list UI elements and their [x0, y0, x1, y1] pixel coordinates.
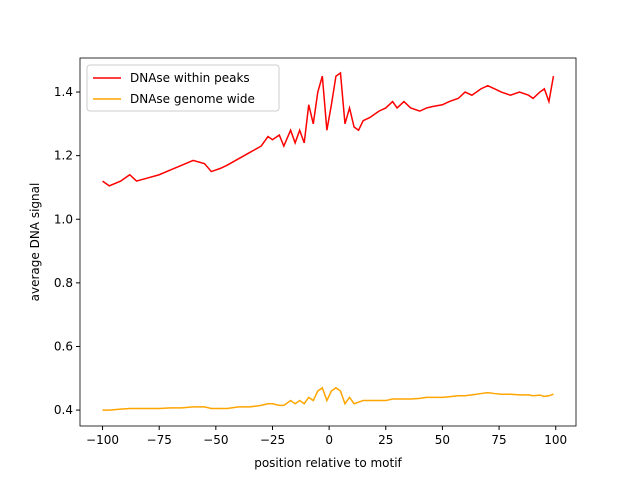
line [102, 71, 555, 187]
x-tick-label: 25 [378, 433, 393, 447]
y-tick-label: 1.0 [54, 212, 73, 226]
y-tick-label: 1.4 [54, 85, 73, 99]
legend-label: DNAse within peaks [130, 71, 250, 85]
y-tick-label: 0.6 [54, 339, 73, 353]
x-tick-label: 75 [491, 433, 506, 447]
x-axis-label: position relative to motif [254, 456, 402, 470]
x-tick-label: −25 [260, 433, 285, 447]
line [102, 386, 554, 411]
x-tick-label: −50 [203, 433, 228, 447]
y-tick-label: 1.2 [54, 149, 73, 163]
x-tick-label: −75 [147, 433, 172, 447]
x-tick-label: 0 [325, 433, 333, 447]
y-axis-label: average DNA signal [28, 183, 42, 302]
plot-frame [79, 57, 577, 427]
legend-box [86, 64, 280, 112]
y-tick-label: 0.4 [54, 403, 73, 417]
legend-label: DNAse genome wide [130, 92, 255, 106]
y-tick-label: 0.8 [54, 276, 73, 290]
x-tick-label: 100 [544, 433, 567, 447]
x-tick-label: −100 [86, 433, 119, 447]
x-tick-label: 50 [435, 433, 450, 447]
